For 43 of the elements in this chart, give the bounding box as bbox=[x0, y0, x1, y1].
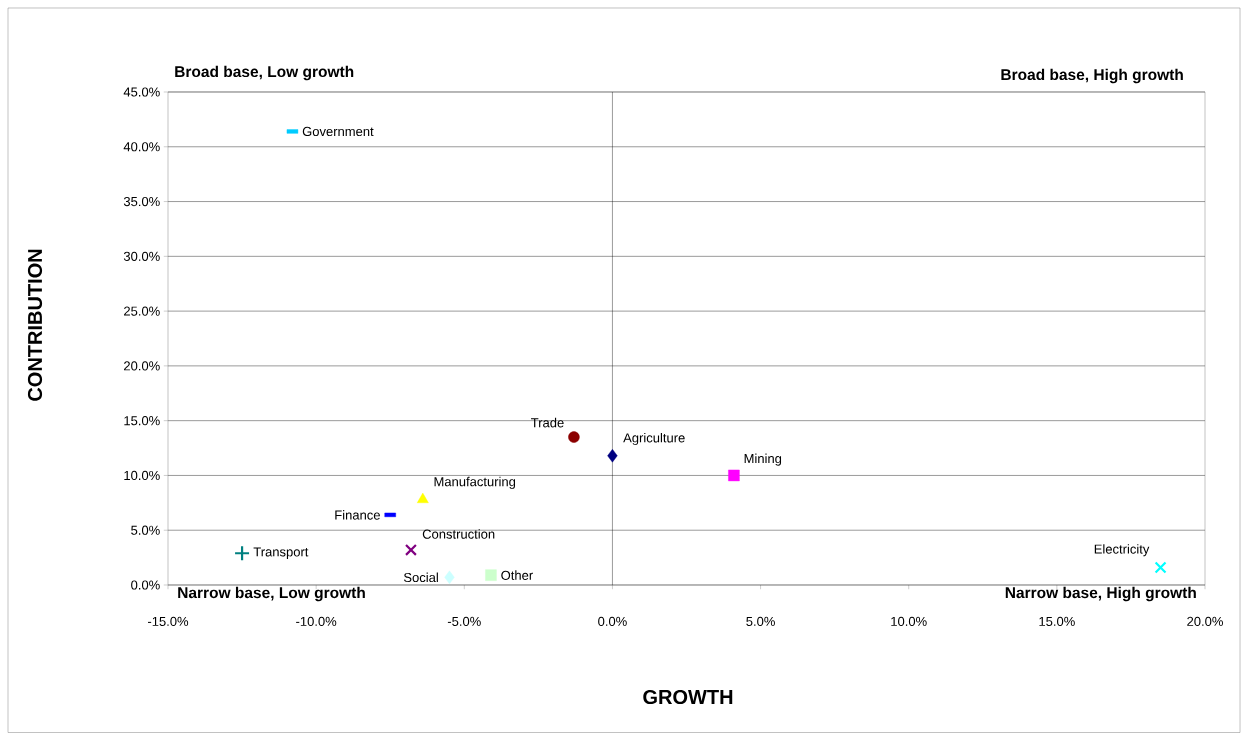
y-tick-label: 40.0% bbox=[123, 142, 160, 152]
x-tick-label: -5.0% bbox=[447, 616, 481, 626]
text: Broad base, Low growth bbox=[175, 65, 354, 81]
x-tick-label: 5.0% bbox=[746, 616, 775, 626]
x-tick-label: 20.0% bbox=[1187, 616, 1223, 626]
x-tick-label: -15.0% bbox=[147, 616, 189, 626]
y-axis-title: CONTRIBUTION bbox=[27, 249, 43, 401]
y-tick-label: 35.0% bbox=[123, 196, 160, 207]
x-axis-title: GROWTH bbox=[643, 689, 733, 705]
text: Narrow base, Low growth bbox=[178, 586, 365, 602]
point bbox=[233, 545, 251, 562]
text: Narrow base, High growth bbox=[1005, 586, 1196, 602]
series-label: Social bbox=[403, 572, 438, 583]
series-label: Electricity bbox=[1094, 544, 1150, 557]
x-tick-label: 15.0% bbox=[1039, 616, 1075, 626]
point bbox=[404, 543, 418, 556]
series-label: Transport bbox=[253, 547, 309, 560]
y-tick-label: 15.0% bbox=[124, 416, 160, 426]
y-tick-label: 25.0% bbox=[124, 306, 160, 316]
x-tick-label: -10.0% bbox=[296, 616, 337, 626]
series-label: Agriculture bbox=[623, 432, 685, 446]
series-label: Manufacturing bbox=[434, 476, 516, 489]
point bbox=[485, 569, 497, 581]
point bbox=[568, 431, 580, 443]
y-tick-label: 5.0% bbox=[131, 525, 160, 535]
point bbox=[607, 449, 618, 463]
y-tick-label: 0.0% bbox=[131, 580, 160, 590]
point bbox=[1154, 561, 1167, 574]
point bbox=[444, 570, 455, 585]
series-label: Finance bbox=[335, 510, 380, 520]
series-label: Other bbox=[501, 570, 533, 580]
series-label: Mining bbox=[744, 453, 782, 466]
y-tick-label: 45.0% bbox=[123, 87, 160, 97]
text: Broad base, High growth bbox=[1001, 68, 1183, 84]
series-label: Construction bbox=[422, 529, 495, 539]
point bbox=[728, 469, 740, 482]
series-label: Trade bbox=[531, 417, 564, 428]
x-tick-label: 0.0% bbox=[598, 616, 627, 626]
y-tick-label: 20.0% bbox=[124, 361, 160, 371]
y-tick-label: 10.0% bbox=[124, 470, 160, 481]
series-label: Government bbox=[302, 126, 374, 137]
x-tick-label: 10.0% bbox=[891, 616, 927, 626]
y-tick-label: 30.0% bbox=[123, 251, 160, 261]
